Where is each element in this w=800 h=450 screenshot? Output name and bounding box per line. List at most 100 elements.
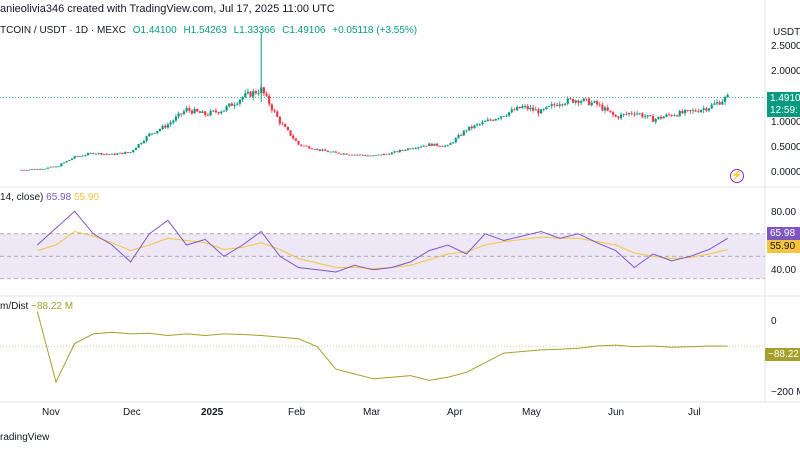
- candle-body: [649, 115, 652, 117]
- candle-body: [348, 154, 351, 156]
- candle-body: [694, 110, 697, 112]
- candle-body: [590, 102, 593, 106]
- candle-body: [406, 148, 409, 151]
- candle-body: [587, 98, 591, 106]
- candle-body: [723, 97, 727, 102]
- rsi-ma-line: [37, 230, 728, 270]
- candle-body: [60, 163, 63, 167]
- candle-body: [643, 116, 647, 118]
- candle-body: [579, 101, 583, 103]
- candle-body: [281, 123, 284, 125]
- candle-body: [158, 129, 162, 131]
- candle-body: [126, 152, 130, 153]
- candle-body: [84, 155, 87, 156]
- candle-body: [372, 155, 375, 157]
- candle-body: [246, 91, 249, 94]
- candle-body: [683, 110, 687, 114]
- candle-body: [204, 111, 207, 116]
- candle-body: [529, 107, 532, 110]
- candle-body: [236, 103, 239, 105]
- candle-body: [369, 155, 372, 157]
- candle-body: [324, 149, 327, 151]
- candle-body: [180, 113, 183, 115]
- candle-body: [414, 148, 417, 149]
- candle-body: [657, 116, 660, 119]
- candle-body: [292, 135, 295, 139]
- accum-dist-pane: [0, 311, 765, 384]
- candle-body: [220, 111, 223, 114]
- candle-body: [510, 109, 513, 113]
- candle-body: [401, 150, 404, 151]
- candle-body: [52, 166, 55, 168]
- rsi-title[interactable]: 14, close): [0, 192, 44, 203]
- candle-body: [697, 111, 700, 113]
- candle-body: [633, 113, 636, 115]
- candle-body: [569, 98, 572, 100]
- candle-body: [436, 143, 439, 146]
- candle-body: [545, 106, 548, 109]
- candle-body: [673, 115, 676, 117]
- rsi-line: [36, 210, 728, 273]
- candle-body: [686, 110, 689, 111]
- candle-body: [571, 98, 575, 103]
- candle-body: [257, 93, 260, 94]
- candle-body: [140, 143, 143, 145]
- candle-body: [721, 101, 724, 105]
- candle-body: [433, 143, 436, 146]
- candle-body: [137, 144, 140, 148]
- candle-body: [675, 115, 679, 117]
- candle-body: [68, 159, 71, 161]
- candle-body: [148, 133, 151, 137]
- candle-body: [244, 93, 247, 98]
- candle-body: [614, 114, 617, 117]
- accum-dist-title[interactable]: m/Dist: [0, 301, 29, 312]
- symbol-name[interactable]: TCOIN / USDT · 1D · MEXC: [0, 25, 126, 36]
- candle-body: [404, 150, 407, 151]
- candle-body: [476, 124, 479, 126]
- candle-body: [70, 158, 74, 160]
- lightning-icon[interactable]: ⚡: [730, 169, 744, 183]
- ohlc-high: H1.54263: [183, 25, 227, 36]
- candle-body: [428, 143, 431, 146]
- candle-body: [638, 113, 641, 115]
- candle-body: [332, 151, 335, 153]
- candle-body: [497, 118, 500, 120]
- candle-body: [188, 108, 191, 111]
- candle-body: [566, 98, 569, 104]
- candle-body: [481, 121, 484, 124]
- candle-body: [316, 149, 319, 150]
- candle-body: [659, 116, 663, 119]
- candle-body: [44, 168, 47, 170]
- candle-body: [198, 111, 202, 113]
- candle-body: [25, 170, 28, 172]
- time-label: 2025: [201, 407, 224, 418]
- candle-body: [574, 100, 577, 103]
- rsi-tick: 80.00: [771, 207, 797, 218]
- candle-body: [41, 169, 44, 170]
- candle-body: [153, 133, 156, 134]
- rsi-pane: [0, 210, 765, 280]
- accum-dist-tick: 0: [771, 316, 777, 327]
- candle-body: [412, 148, 415, 150]
- candle-body: [388, 153, 391, 155]
- candle-body: [622, 113, 625, 115]
- time-label: Jul: [688, 407, 701, 418]
- candle-body: [508, 112, 511, 116]
- time-label: Nov: [42, 407, 60, 418]
- candle-body: [108, 154, 111, 155]
- candle-body: [38, 168, 42, 170]
- candle-body: [294, 138, 297, 141]
- accum-dist-line: [36, 311, 728, 384]
- candle-body: [300, 144, 303, 146]
- candle-body: [705, 108, 708, 111]
- candle-body: [54, 166, 58, 168]
- candle-body: [470, 126, 473, 129]
- candle-body: [217, 112, 220, 114]
- candle-body: [468, 126, 471, 131]
- candle-body: [598, 104, 601, 106]
- candle-body: [366, 155, 369, 157]
